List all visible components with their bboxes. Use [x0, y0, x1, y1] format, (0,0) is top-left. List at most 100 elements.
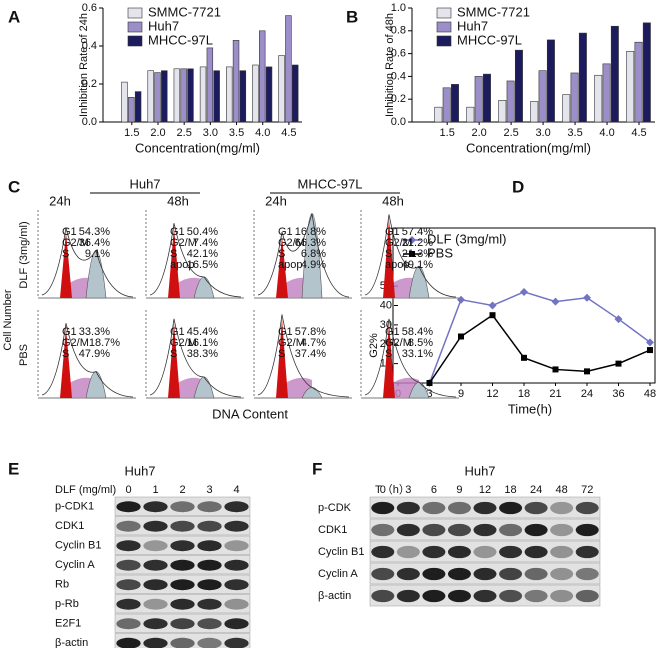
- blot-band: [170, 637, 195, 648]
- bar: [634, 41, 643, 123]
- stat-value: 37.4%: [295, 348, 326, 360]
- stat-label: G1: [385, 226, 400, 238]
- lane-label: 3: [405, 484, 411, 496]
- stat-value: 16.5%: [187, 259, 218, 271]
- stat-value: 50.4%: [187, 226, 218, 238]
- y-axis-label: G2%: [368, 333, 380, 358]
- blot-band: [224, 579, 249, 591]
- legend-swatch: [127, 35, 143, 47]
- legend-swatch: [436, 35, 452, 47]
- hist-outline: [364, 318, 457, 398]
- hist-outline: [149, 318, 242, 398]
- blot-row-label: p-CDK1: [55, 501, 94, 513]
- blot-band: [170, 618, 195, 630]
- blot-band: [224, 540, 249, 552]
- bar: [173, 68, 181, 123]
- panel-label: B: [346, 7, 358, 26]
- stat-label: S: [278, 348, 285, 360]
- blot-band: [473, 523, 497, 537]
- x-tick-label: 1.5: [124, 127, 139, 139]
- point: [647, 347, 653, 354]
- point: [552, 366, 559, 373]
- blot-band: [422, 567, 446, 581]
- blot-row-label: β-actin: [55, 637, 88, 648]
- point: [520, 287, 528, 296]
- blot-band: [575, 545, 599, 559]
- stat-label: G2/M: [385, 237, 412, 249]
- bar: [180, 68, 187, 123]
- hist-outline: [257, 314, 350, 398]
- stat-label: G1: [278, 326, 293, 338]
- point: [583, 293, 591, 302]
- hist-g1: [276, 318, 288, 398]
- stat-label: S: [278, 248, 285, 260]
- bar: [498, 100, 507, 123]
- lane-label: 48: [556, 484, 568, 496]
- blot-band: [396, 567, 420, 581]
- bar: [514, 49, 523, 123]
- x-axis-label: Time(h): [508, 401, 552, 416]
- blot-band: [143, 559, 168, 571]
- bar: [121, 81, 128, 123]
- stat-value: 36.4%: [79, 237, 110, 249]
- stat-value: 8.5%: [408, 337, 433, 349]
- stat-value: 9.1%: [85, 248, 110, 260]
- x-tick-label: 1.5: [440, 127, 455, 139]
- blot-band: [524, 501, 548, 515]
- legend-swatch: [127, 7, 143, 19]
- blot-band: [473, 567, 497, 581]
- stat-value: 33.1%: [402, 348, 433, 360]
- panel-label: E: [8, 459, 19, 478]
- hist-g2: [85, 371, 107, 399]
- blot-band: [143, 598, 168, 610]
- blot-band: [197, 501, 222, 513]
- y-tick-label: 0.4: [391, 70, 406, 82]
- blot-band: [116, 501, 141, 513]
- blot-band: [371, 589, 395, 603]
- blot-band: [170, 540, 195, 552]
- point: [615, 360, 622, 367]
- time-label: 48h: [167, 193, 189, 208]
- panel-label: A: [8, 7, 20, 26]
- legend-swatch: [127, 21, 143, 33]
- blot-band: [170, 559, 195, 571]
- bar: [187, 68, 194, 123]
- stat-value: 45.4%: [187, 326, 218, 338]
- blot-band: [550, 545, 574, 559]
- blot-band: [396, 545, 420, 559]
- x-tick-label: 3.5: [567, 127, 582, 139]
- blot-band: [116, 520, 141, 532]
- point: [458, 333, 464, 340]
- x-tick-label: 2.0: [471, 127, 486, 139]
- blot-row-label: p-CDK: [318, 502, 352, 514]
- hist-outline: [41, 227, 134, 298]
- blot-band: [447, 545, 471, 559]
- bar: [506, 80, 515, 123]
- bar: [578, 32, 587, 123]
- blot-band: [116, 540, 141, 552]
- stat-label: G2/M: [278, 237, 305, 249]
- blot-band: [422, 523, 446, 537]
- time-label: 24h: [49, 193, 71, 208]
- y-tick-label: 1.0: [391, 2, 406, 14]
- hist-g2: [193, 376, 215, 399]
- stat-label: G1: [278, 226, 293, 238]
- blot-band: [550, 501, 574, 515]
- legend-label: DLF (3mg/ml): [427, 231, 506, 246]
- hist-g2: [408, 266, 430, 299]
- x-tick-label: 2.5: [503, 127, 518, 139]
- blot-band: [224, 598, 249, 610]
- blot-band: [116, 579, 141, 591]
- x-tick-label: 3.5: [229, 127, 244, 139]
- hist-outline: [149, 223, 242, 298]
- stat-value: 6.8%: [301, 248, 326, 260]
- blot-band: [371, 523, 395, 537]
- blot-band: [524, 589, 548, 603]
- bar: [292, 64, 299, 123]
- blot-band: [116, 618, 141, 630]
- lane-label: 72: [581, 484, 593, 496]
- y-tick-label: 0.4: [82, 40, 97, 52]
- bar: [570, 72, 579, 123]
- stat-label: G2/M: [278, 337, 305, 349]
